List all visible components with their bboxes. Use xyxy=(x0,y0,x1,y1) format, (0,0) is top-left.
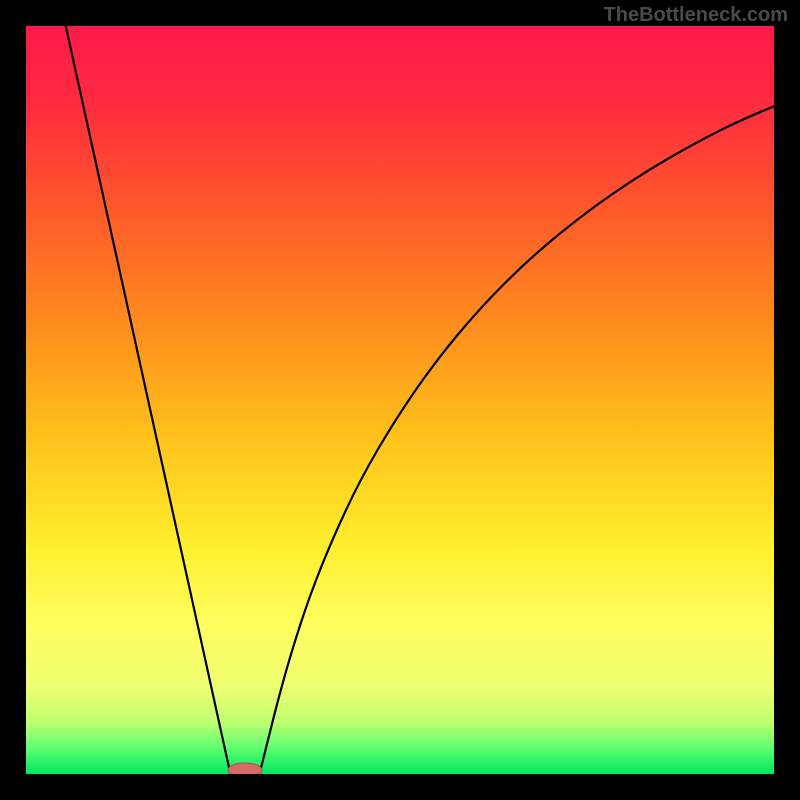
bottleneck-chart xyxy=(0,0,800,800)
chart-container: TheBottleneck.com xyxy=(0,0,800,800)
gradient-background xyxy=(26,26,774,774)
watermark-text: TheBottleneck.com xyxy=(604,4,788,27)
